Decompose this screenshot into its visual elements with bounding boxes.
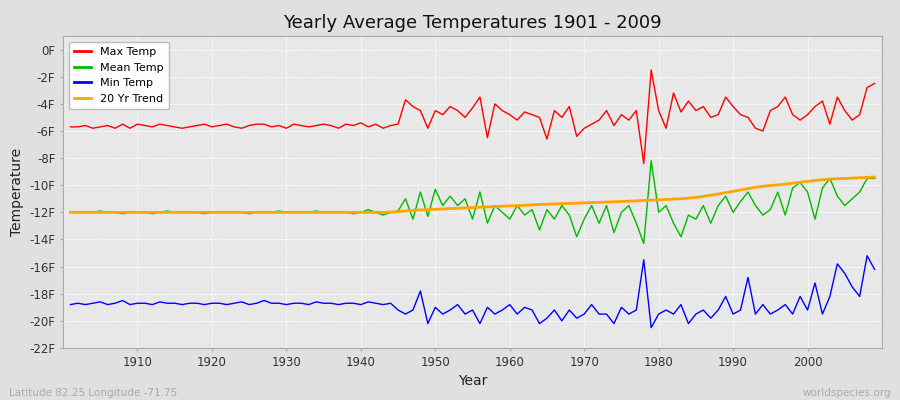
X-axis label: Year: Year <box>458 374 487 388</box>
Y-axis label: Temperature: Temperature <box>10 148 23 236</box>
Legend: Max Temp, Mean Temp, Min Temp, 20 Yr Trend: Max Temp, Mean Temp, Min Temp, 20 Yr Tre… <box>68 42 169 109</box>
Title: Yearly Average Temperatures 1901 - 2009: Yearly Average Temperatures 1901 - 2009 <box>284 14 662 32</box>
Text: Latitude 82.25 Longitude -71.75: Latitude 82.25 Longitude -71.75 <box>9 388 177 398</box>
Text: worldspecies.org: worldspecies.org <box>803 388 891 398</box>
